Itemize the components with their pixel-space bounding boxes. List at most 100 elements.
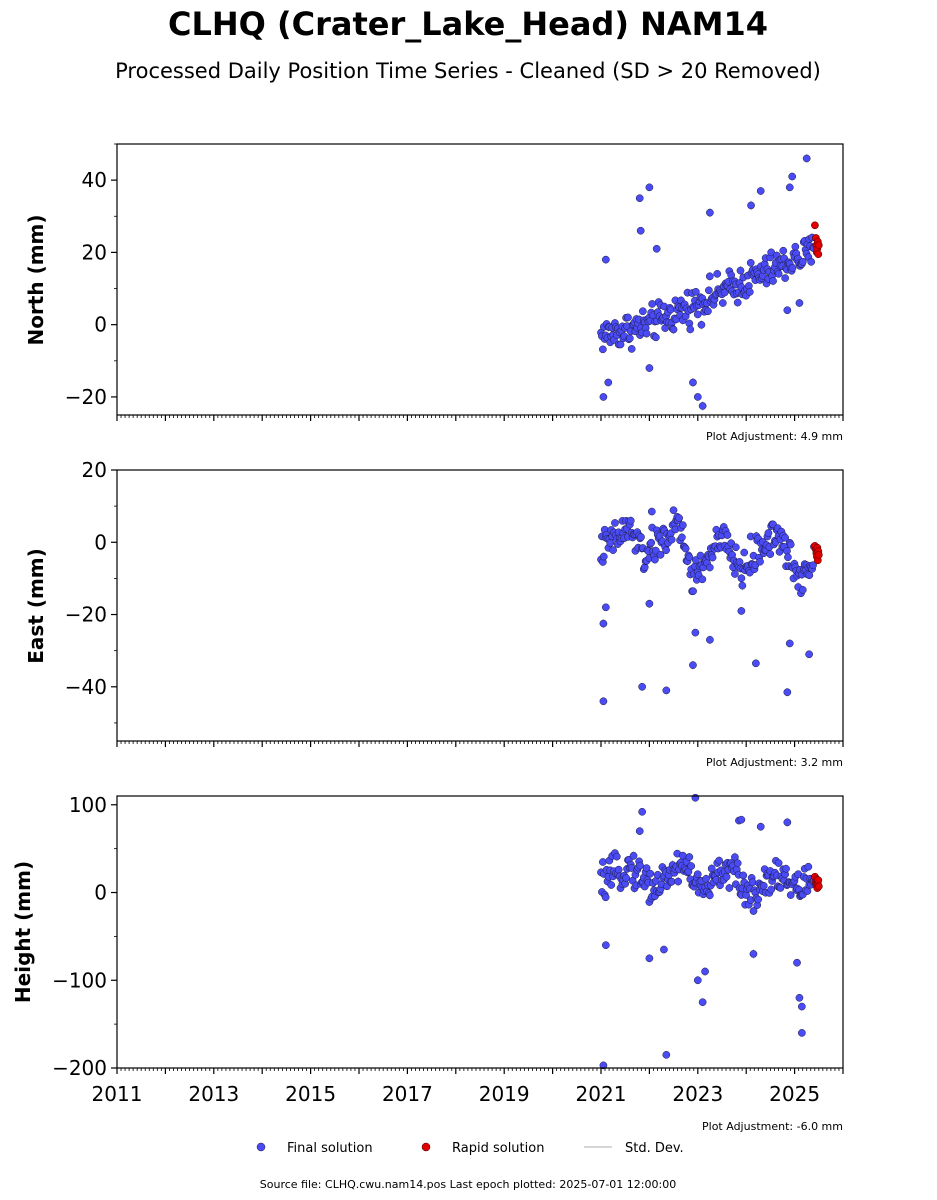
final-point bbox=[805, 571, 814, 580]
legend: Final solution Rapid solution Std. Dev. bbox=[256, 1141, 684, 1156]
final-point bbox=[774, 859, 783, 867]
final-point bbox=[697, 320, 706, 329]
final-point bbox=[791, 242, 800, 251]
final-point bbox=[731, 543, 740, 552]
final-point bbox=[675, 514, 683, 522]
east-adjustment: Plot Adjustment: 3.2 mm bbox=[706, 756, 843, 769]
final-point bbox=[611, 519, 619, 527]
final-point bbox=[702, 874, 710, 883]
final-point bbox=[648, 300, 656, 308]
y-tick-label: 20 bbox=[82, 240, 107, 264]
east-panel: East (mm) Plot Adjustment: 3.2 mm −40 −20… bbox=[24, 458, 844, 769]
final-point bbox=[693, 870, 702, 879]
north-panel: North (mm) Plot Adjustment: 4.9 mm −20 0 2… bbox=[24, 143, 844, 443]
final-point bbox=[599, 345, 607, 354]
height-panel: Height (mm) Plot Adjustment: -6.0 mm 201… bbox=[11, 793, 844, 1133]
final-point bbox=[652, 333, 660, 342]
final-point bbox=[722, 872, 731, 881]
rapid-point bbox=[814, 551, 823, 559]
final-point bbox=[783, 306, 792, 315]
final-point bbox=[601, 255, 610, 264]
final-point bbox=[740, 548, 749, 557]
final-point bbox=[678, 533, 686, 542]
legend-rapid-marker bbox=[421, 1142, 431, 1152]
final-point bbox=[601, 941, 610, 950]
final-point bbox=[625, 334, 634, 343]
final-point bbox=[705, 272, 714, 281]
final-point bbox=[601, 603, 610, 612]
final-point bbox=[736, 266, 745, 275]
chart-subtitle: Processed Daily Position Time Series - C… bbox=[115, 59, 821, 83]
east-ylabel: East (mm) bbox=[24, 548, 48, 664]
final-point bbox=[647, 507, 656, 516]
final-point bbox=[604, 378, 613, 387]
final-point bbox=[689, 378, 697, 387]
x-tick-label: 2011 bbox=[92, 1082, 143, 1106]
y-tick-label: 0 bbox=[94, 881, 107, 905]
x-tick-label: 2013 bbox=[188, 1082, 239, 1106]
final-point bbox=[782, 864, 790, 873]
final-point bbox=[601, 893, 610, 902]
rapid-point bbox=[811, 221, 819, 230]
final-point bbox=[606, 539, 615, 547]
x-tick-label: 2015 bbox=[285, 1082, 336, 1106]
y-tick-label: 20 bbox=[82, 458, 107, 482]
final-point bbox=[798, 586, 807, 594]
final-point bbox=[629, 851, 638, 860]
final-point bbox=[786, 891, 795, 899]
final-point bbox=[733, 859, 742, 868]
final-point bbox=[776, 884, 785, 892]
final-point bbox=[774, 269, 783, 278]
final-point bbox=[599, 697, 608, 706]
final-point bbox=[705, 286, 713, 295]
final-point bbox=[638, 807, 646, 816]
final-point bbox=[609, 546, 617, 554]
final-point bbox=[674, 877, 683, 886]
final-point bbox=[693, 976, 702, 985]
rapid-point bbox=[814, 241, 823, 250]
north-ylabel: North (mm) bbox=[24, 214, 48, 345]
final-point bbox=[766, 550, 775, 558]
final-point bbox=[731, 570, 739, 578]
legend-final-label: Final solution bbox=[287, 1141, 373, 1156]
final-point bbox=[638, 307, 647, 316]
east-axes-frame bbox=[116, 469, 844, 742]
y-tick-label: −40 bbox=[65, 675, 107, 699]
final-point bbox=[638, 682, 646, 691]
final-point bbox=[713, 270, 722, 278]
final-point bbox=[693, 393, 702, 401]
height-axes-frame bbox=[116, 795, 844, 1069]
x-tick-label: 2021 bbox=[576, 1082, 627, 1106]
final-point bbox=[607, 881, 616, 889]
x-tick-label: 2025 bbox=[769, 1082, 820, 1106]
legend-std-label: Std. Dev. bbox=[625, 1141, 684, 1156]
final-point bbox=[749, 950, 758, 958]
final-point bbox=[645, 954, 654, 963]
final-point bbox=[624, 313, 632, 322]
final-point bbox=[784, 553, 792, 562]
final-point bbox=[715, 856, 723, 865]
height-ylabel: Height (mm) bbox=[11, 861, 35, 1003]
final-point bbox=[642, 329, 651, 338]
y-tick-label: −200 bbox=[52, 1056, 107, 1080]
y-tick-label: −100 bbox=[52, 968, 107, 992]
x-tick-label: 2019 bbox=[479, 1082, 530, 1106]
final-point bbox=[788, 172, 797, 181]
final-point bbox=[687, 862, 696, 870]
final-point bbox=[733, 298, 742, 307]
final-point bbox=[704, 307, 712, 316]
final-point bbox=[804, 862, 813, 871]
final-point bbox=[599, 552, 608, 561]
final-point bbox=[645, 364, 654, 372]
final-point bbox=[805, 650, 813, 659]
y-tick-label: −20 bbox=[65, 603, 107, 627]
final-point bbox=[737, 574, 746, 583]
final-point bbox=[681, 544, 690, 553]
final-point bbox=[693, 310, 702, 319]
final-point bbox=[626, 516, 635, 525]
final-point bbox=[746, 258, 755, 267]
final-point bbox=[759, 881, 768, 890]
east-plot-area bbox=[597, 506, 823, 706]
final-point bbox=[788, 263, 797, 272]
